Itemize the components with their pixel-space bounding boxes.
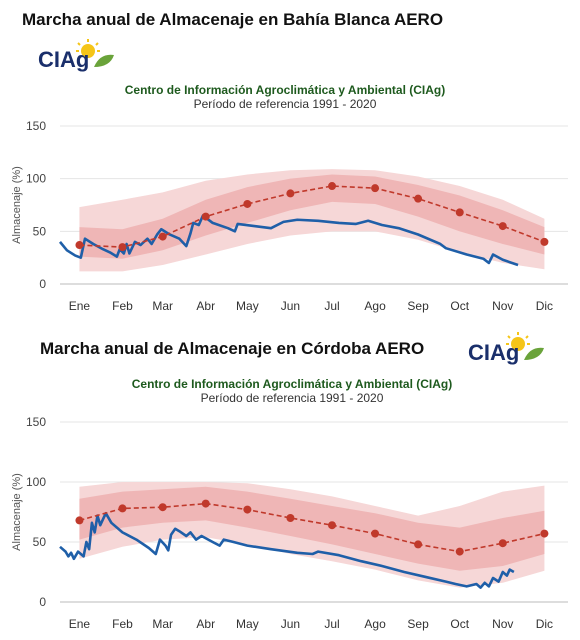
- x-tick-label: Oct: [450, 299, 469, 313]
- y-tick-label: 150: [26, 119, 46, 133]
- sun-rays-icon: [506, 332, 530, 351]
- x-tick-label: Jul: [324, 617, 339, 631]
- median-point: [414, 540, 423, 549]
- period-label: Período de referencia 1991 - 2020: [200, 391, 384, 405]
- median-point: [158, 232, 167, 241]
- median-point: [455, 547, 464, 556]
- period-label: Período de referencia 1991 - 2020: [193, 97, 377, 111]
- percentile-band-inner: [79, 174, 545, 259]
- x-tick-label: Ago: [364, 299, 386, 313]
- current-year-line: [59, 511, 515, 589]
- organization-label: Centro de Información Agroclimática y Am…: [131, 377, 453, 391]
- svg-text:CIAg: CIAg: [38, 47, 89, 72]
- y-tick-label: 100: [26, 475, 46, 489]
- x-tick-label: Jul: [324, 299, 339, 313]
- x-tick-label: Feb: [112, 299, 133, 313]
- ciag-logo: CIAg: [468, 332, 544, 365]
- x-tick-label: May: [236, 617, 259, 631]
- percentile-band-inner: [79, 486, 545, 571]
- y-tick-label: 0: [39, 277, 46, 291]
- chart-title: Marcha anual de Almacenaje en Bahía Blan…: [22, 10, 444, 29]
- x-tick-label: Oct: [450, 617, 469, 631]
- x-tick-label: May: [236, 299, 259, 313]
- median-point: [75, 241, 84, 250]
- x-tick-label: Ago: [364, 617, 386, 631]
- y-tick-label: 50: [33, 224, 47, 238]
- x-tick-label: Mar: [152, 299, 173, 313]
- median-point: [371, 529, 380, 538]
- x-tick-label: Nov: [492, 299, 513, 313]
- median-point: [201, 212, 210, 221]
- median-point: [540, 529, 549, 538]
- median-point: [414, 194, 423, 203]
- leaf-icon: [524, 347, 544, 360]
- x-tick-label: Abr: [196, 617, 215, 631]
- x-tick-label: Feb: [112, 617, 133, 631]
- x-tick-label: Mar: [152, 617, 173, 631]
- median-line: [79, 185, 545, 248]
- median-line: [79, 502, 545, 553]
- median-point: [455, 208, 464, 217]
- chart-subheading: Centro de Información Agroclimática y Am…: [2, 377, 580, 405]
- median-point: [118, 504, 127, 513]
- x-tick-label: Ene: [69, 299, 91, 313]
- x-tick-label: Ene: [69, 617, 91, 631]
- x-tick-label: Dic: [536, 299, 553, 313]
- y-axis-label: Almacenaje (%): [11, 166, 23, 244]
- y-tick-label: 150: [26, 415, 46, 429]
- y-tick-label: 0: [39, 595, 46, 609]
- median-point: [158, 503, 167, 512]
- median-point: [286, 189, 295, 198]
- median-point: [498, 539, 507, 548]
- current-year-line: [58, 214, 519, 267]
- chart-panel-bahia-blanca: Marcha anual de Almacenaje en Bahía Blan…: [0, 0, 580, 318]
- median-point: [540, 237, 549, 246]
- x-tick-label: Jun: [281, 617, 300, 631]
- chart-subheading: Centro de Información Agroclimática y Am…: [0, 83, 575, 111]
- x-tick-label: Dic: [536, 617, 553, 631]
- sun-rays-icon: [76, 39, 100, 58]
- x-tick-label: Sep: [407, 617, 429, 631]
- x-tick-label: Jun: [281, 299, 300, 313]
- chart-title: Marcha anual de Almacenaje en Córdoba AE…: [40, 339, 425, 358]
- median-point: [118, 243, 127, 252]
- x-tick-label: Abr: [196, 299, 215, 313]
- median-point: [75, 516, 84, 525]
- median-point: [201, 499, 210, 508]
- median-point: [328, 521, 337, 530]
- median-point: [286, 514, 295, 522]
- organization-label: Centro de Información Agroclimática y Am…: [124, 83, 446, 97]
- median-point: [328, 182, 337, 191]
- leaf-icon: [94, 54, 114, 67]
- x-tick-label: Nov: [492, 617, 513, 631]
- median-point: [243, 199, 252, 208]
- x-tick-label: Sep: [407, 299, 429, 313]
- chart-plot: 0 50 100 150 Almacenaje (%) Ene Feb Mar Abr May Ju…: [11, 415, 568, 631]
- y-axis-label: Almacenaje (%): [11, 473, 23, 551]
- ciag-logo: CIAg: [38, 39, 114, 72]
- median-point: [498, 222, 507, 231]
- median-point: [371, 184, 380, 193]
- chart-panel-cordoba: Marcha anual de Almacenaje en Córdoba AE…: [0, 330, 580, 640]
- y-tick-label: 100: [26, 172, 46, 186]
- y-tick-label: 50: [33, 535, 47, 549]
- chart-plot: 0 50 100 150 Almacenaje (%) Ene Feb Mar Abr May Ju…: [11, 119, 568, 313]
- svg-text:CIAg: CIAg: [468, 340, 519, 365]
- median-point: [243, 505, 252, 514]
